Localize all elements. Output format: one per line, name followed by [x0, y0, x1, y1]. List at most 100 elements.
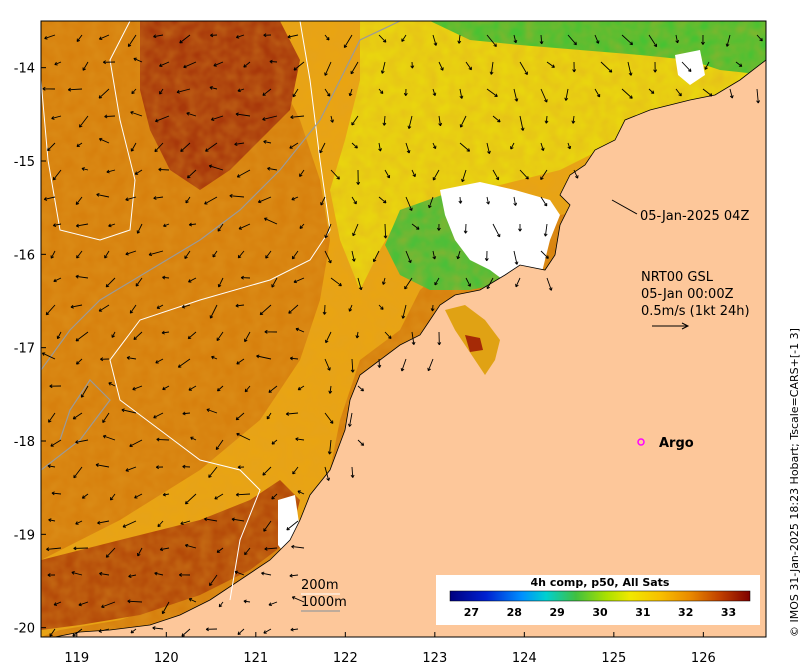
colorbar: 4h comp, p50, All Sats 27 28 29 30 31 32 33 — [436, 575, 760, 625]
current-vector — [162, 492, 170, 497]
colorbar-tick-label: 33 — [721, 606, 736, 619]
current-vector — [188, 597, 197, 603]
current-vector — [205, 627, 218, 632]
current-vector — [648, 88, 655, 94]
current-vector — [237, 465, 245, 470]
current-vector — [186, 111, 197, 117]
current-vector — [46, 547, 62, 552]
current-vector — [209, 574, 218, 587]
current-vector — [289, 356, 299, 361]
current-vector — [377, 358, 382, 368]
current-vector — [122, 520, 137, 528]
current-vector — [648, 34, 658, 48]
current-vector — [153, 412, 164, 419]
current-vector — [128, 574, 137, 578]
current-vector — [53, 601, 62, 606]
current-vector — [243, 599, 251, 604]
current-vector — [75, 520, 83, 525]
current-vector — [188, 385, 197, 391]
current-vector — [404, 277, 413, 290]
current-vector — [286, 520, 299, 531]
king-sound-hot — [465, 335, 483, 352]
current-vector — [437, 331, 442, 346]
current-vector — [295, 437, 305, 442]
current-vector — [214, 493, 224, 500]
current-vector — [217, 277, 224, 288]
current-vector — [155, 358, 164, 364]
current-vector — [325, 331, 332, 344]
current-vector — [546, 277, 553, 291]
current-vector — [291, 250, 299, 260]
current-vectors — [41, 33, 763, 637]
current-vector — [539, 34, 544, 45]
current-vector — [111, 331, 116, 338]
current-vector — [383, 223, 388, 239]
y-tick-label: -20 — [14, 622, 35, 637]
current-vector — [52, 169, 62, 181]
current-vector — [350, 61, 359, 75]
current-vector — [401, 34, 407, 42]
current-vector — [156, 304, 164, 309]
current-vector — [216, 331, 224, 342]
current-vector — [188, 222, 197, 227]
current-vector — [403, 88, 408, 97]
current-vector — [154, 115, 170, 123]
current-vector — [299, 223, 305, 229]
current-vector — [52, 223, 62, 228]
current-vector — [347, 412, 353, 427]
current-vector — [681, 61, 692, 72]
current-vector — [205, 142, 218, 152]
current-vector — [519, 61, 528, 75]
current-vector — [72, 412, 83, 420]
current-vector — [271, 277, 278, 288]
current-vector — [108, 223, 116, 228]
current-vector — [486, 142, 491, 155]
current-vector — [400, 358, 407, 372]
current-vector — [351, 250, 356, 262]
current-vector — [675, 88, 682, 97]
current-vector — [492, 169, 500, 181]
current-vector — [263, 139, 272, 144]
current-vector — [45, 304, 56, 316]
current-vector — [185, 196, 191, 204]
y-tick-label: -19 — [14, 528, 35, 543]
current-vector — [204, 196, 218, 205]
current-vector — [268, 385, 278, 393]
current-vector — [378, 88, 384, 95]
current-vector — [384, 331, 392, 339]
current-vector — [540, 250, 549, 259]
current-vector — [43, 196, 56, 201]
current-vector — [256, 354, 272, 360]
current-vector — [295, 327, 305, 333]
current-vector — [51, 491, 62, 496]
current-vector — [155, 465, 164, 470]
current-vector — [234, 570, 245, 576]
y-axis: -14 -15 -16 -17 -18 -19 -20 — [14, 62, 46, 637]
x-axis: 119 120 121 122 123 124 125 126 — [64, 632, 716, 666]
current-vector — [540, 196, 548, 207]
current-vector — [75, 274, 89, 279]
colorbar-title: 4h comp, p50, All Sats — [531, 576, 670, 589]
current-vector — [350, 358, 355, 373]
contour-1000m — [41, 379, 111, 471]
current-vector — [518, 223, 522, 232]
current-vector — [540, 169, 548, 181]
current-vector — [513, 196, 518, 206]
x-tick-label: 119 — [64, 651, 89, 666]
current-vector — [264, 546, 278, 551]
current-vector — [76, 34, 83, 42]
current-vector — [540, 142, 545, 151]
current-vector — [356, 169, 361, 185]
current-vector — [259, 304, 272, 316]
current-vector — [237, 628, 245, 635]
pass-time-pointer — [611, 199, 638, 215]
current-vector — [461, 169, 467, 183]
current-vector — [357, 385, 365, 392]
current-vector — [264, 329, 278, 334]
current-vector — [519, 115, 525, 131]
current-vector — [131, 88, 137, 95]
current-vector — [380, 61, 386, 74]
current-vector — [293, 61, 305, 71]
current-vector — [208, 466, 218, 478]
current-vector — [105, 547, 116, 558]
